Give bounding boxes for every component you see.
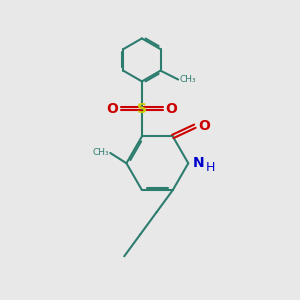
Text: H: H [206,161,215,174]
Text: CH₃: CH₃ [92,148,109,158]
Text: N: N [193,156,204,170]
Text: O: O [198,119,210,133]
Text: O: O [166,101,177,116]
Text: CH₃: CH₃ [180,75,196,84]
Text: O: O [106,101,118,116]
Text: S: S [137,101,147,116]
